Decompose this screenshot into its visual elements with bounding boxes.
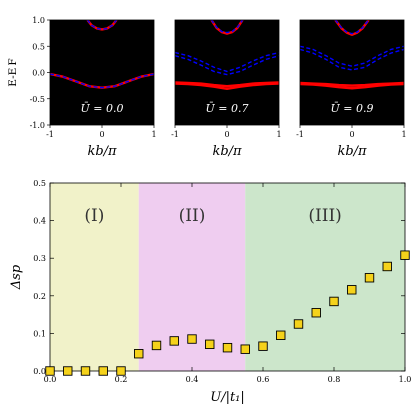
band-line-dashed-5 bbox=[175, 55, 279, 76]
data-point bbox=[45, 366, 55, 376]
data-point bbox=[240, 344, 250, 354]
panel-annotation: Ū = 0.7 bbox=[206, 102, 249, 115]
data-point bbox=[382, 261, 392, 272]
x-tick-label: -1 bbox=[171, 130, 179, 139]
y-tick-label: -0.5 bbox=[30, 95, 45, 104]
x-axis-label: kb/π bbox=[337, 144, 367, 159]
data-point bbox=[400, 250, 410, 260]
plot-frame bbox=[49, 182, 406, 372]
phase-region-label-2: (II) bbox=[179, 206, 206, 226]
band-line-dashed-5 bbox=[300, 48, 404, 71]
phase-region-label-1: (I) bbox=[84, 206, 104, 226]
y-tick-label: 1.0 bbox=[32, 16, 45, 25]
x-tick-label: 0 bbox=[349, 130, 354, 139]
data-point bbox=[151, 340, 162, 351]
y-axis-label: Δsp bbox=[9, 264, 24, 290]
x-axis-label: U/|t₁| bbox=[210, 390, 245, 405]
data-point bbox=[293, 319, 304, 329]
gap-scatter-plot: (I) (II) (III) 0.0 0.2 0.4 0.6 0.8 1.0 0.0 0.1 0.2 0… bbox=[9, 179, 411, 405]
data-point bbox=[222, 342, 233, 353]
data-point bbox=[134, 349, 144, 359]
band-curves bbox=[300, 20, 404, 90]
x-tick-label: 0.4 bbox=[186, 375, 199, 384]
y-tick-label: 0.3 bbox=[33, 254, 46, 263]
phase-region-1 bbox=[50, 183, 139, 371]
data-point bbox=[205, 339, 215, 350]
data-point bbox=[311, 308, 321, 318]
band-line-dashed-6 bbox=[334, 20, 370, 35]
panel-annotation: Ū = 0.0 bbox=[81, 102, 124, 115]
y-tick-label: 0.0 bbox=[33, 367, 46, 376]
data-point bbox=[169, 336, 179, 346]
x-tick-label: 1 bbox=[401, 130, 406, 139]
panel-background bbox=[50, 20, 154, 125]
panel-background bbox=[300, 20, 404, 125]
panel-background bbox=[175, 20, 279, 125]
data-point bbox=[187, 334, 197, 344]
data-point bbox=[116, 366, 126, 376]
band-line-solid-1 bbox=[300, 81, 404, 87]
y-tick-label: 0.4 bbox=[33, 217, 46, 226]
x-tick-label: 1.0 bbox=[399, 375, 412, 384]
band-curves bbox=[50, 20, 154, 89]
band-line-dashed-4 bbox=[175, 51, 279, 73]
phase-region-label-3: (III) bbox=[308, 206, 341, 226]
data-point bbox=[80, 366, 91, 376]
band-line-solid-2 bbox=[175, 82, 279, 90]
x-axis-label: kb/π bbox=[87, 144, 117, 159]
y-tick-label: 0.1 bbox=[33, 329, 46, 338]
panel-annotation: Ū = 0.9 bbox=[331, 102, 374, 115]
x-tick-label: 0.2 bbox=[115, 375, 128, 384]
data-point bbox=[347, 285, 357, 295]
band-curves bbox=[175, 20, 279, 90]
x-tick-label: 0.0 bbox=[44, 375, 57, 384]
y-tick-label: 0.5 bbox=[33, 179, 46, 188]
band-line-dashed-4 bbox=[86, 20, 118, 31]
band-line-dashed-3 bbox=[50, 73, 154, 89]
band-line-solid-1 bbox=[175, 81, 279, 88]
y-axis-label: E-E F bbox=[7, 58, 19, 86]
data-point bbox=[276, 330, 286, 340]
x-tick-label: 0.8 bbox=[328, 375, 341, 384]
data-point bbox=[329, 296, 339, 307]
x-tick-label: 0.6 bbox=[257, 375, 270, 384]
phase-region-3 bbox=[245, 183, 405, 371]
y-tick-label: 0.5 bbox=[32, 42, 45, 51]
band-panel-2: -1 0 1 Ū = 0.7 kb/π bbox=[171, 19, 282, 159]
band-line-dashed-4 bbox=[300, 45, 404, 67]
y-tick-label: 0.2 bbox=[33, 292, 46, 301]
band-line-solid-2 bbox=[300, 82, 404, 90]
x-axis-label: kb/π bbox=[212, 144, 242, 159]
data-point bbox=[364, 273, 375, 283]
band-line-dashed-6 bbox=[210, 20, 244, 34]
y-tick-label: -1.0 bbox=[30, 121, 45, 130]
x-tick-label: -1 bbox=[296, 130, 304, 139]
data-point bbox=[63, 366, 73, 376]
y-tick-label: 0.0 bbox=[32, 69, 45, 78]
data-point bbox=[258, 341, 268, 351]
x-tick-label: 1 bbox=[151, 130, 156, 139]
x-tick-label: -1 bbox=[46, 130, 54, 139]
band-panel-3: -1 0 1 Ū = 0.9 kb/π bbox=[296, 19, 407, 159]
x-tick-label: 1 bbox=[276, 130, 281, 139]
data-point bbox=[98, 366, 108, 376]
band-panel-1: -1 0 1 -1.0 -0.5 0.0 0.5 1.0 E-E F Ū = 0.0 kb/π bbox=[7, 16, 157, 159]
x-tick-label: 0 bbox=[224, 130, 229, 139]
x-tick-label: 0 bbox=[99, 130, 104, 139]
